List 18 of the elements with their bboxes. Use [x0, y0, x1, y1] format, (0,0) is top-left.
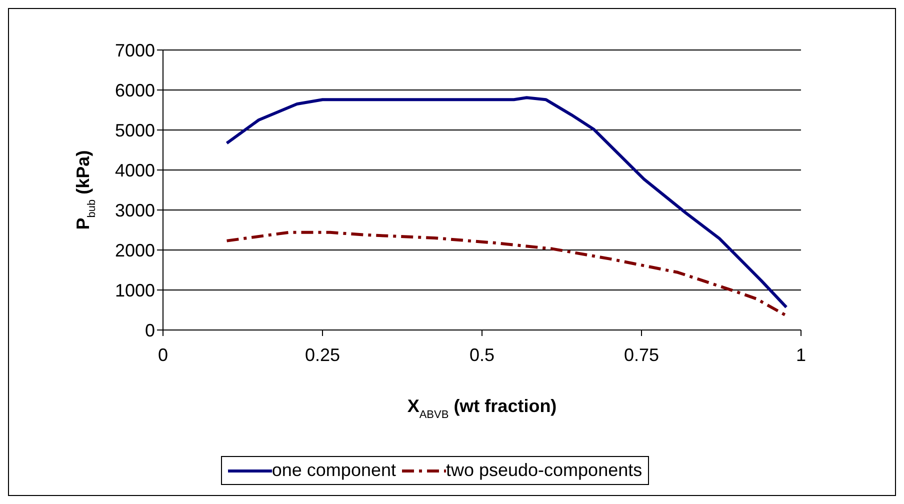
line-series: [225, 96, 788, 309]
legend-label: two pseudo-components: [446, 460, 642, 481]
y-tick-label: 2000: [114, 240, 155, 260]
y-tick-label: 3000: [114, 200, 155, 220]
y-tick-label: 5000: [114, 120, 155, 140]
x-tick-label: 0.5: [469, 344, 495, 365]
y-tick-label: 1000: [114, 280, 155, 300]
x-tick-label: 0.25: [304, 344, 340, 365]
line-series: [225, 230, 788, 318]
y-tick-label: 4000: [114, 160, 155, 180]
x-tick-label: 0: [158, 344, 168, 365]
x-axis-title: X$_{ABVB}$ (wt fraction): [407, 396, 557, 421]
legend-label: one component: [272, 460, 396, 481]
y-tick-label: 7000: [114, 40, 155, 60]
y-tick-label: 0: [144, 320, 155, 340]
x-tick-label: 0.75: [624, 344, 660, 365]
x-tick-label: 1: [796, 344, 806, 365]
y-tick-label: 6000: [114, 80, 155, 100]
